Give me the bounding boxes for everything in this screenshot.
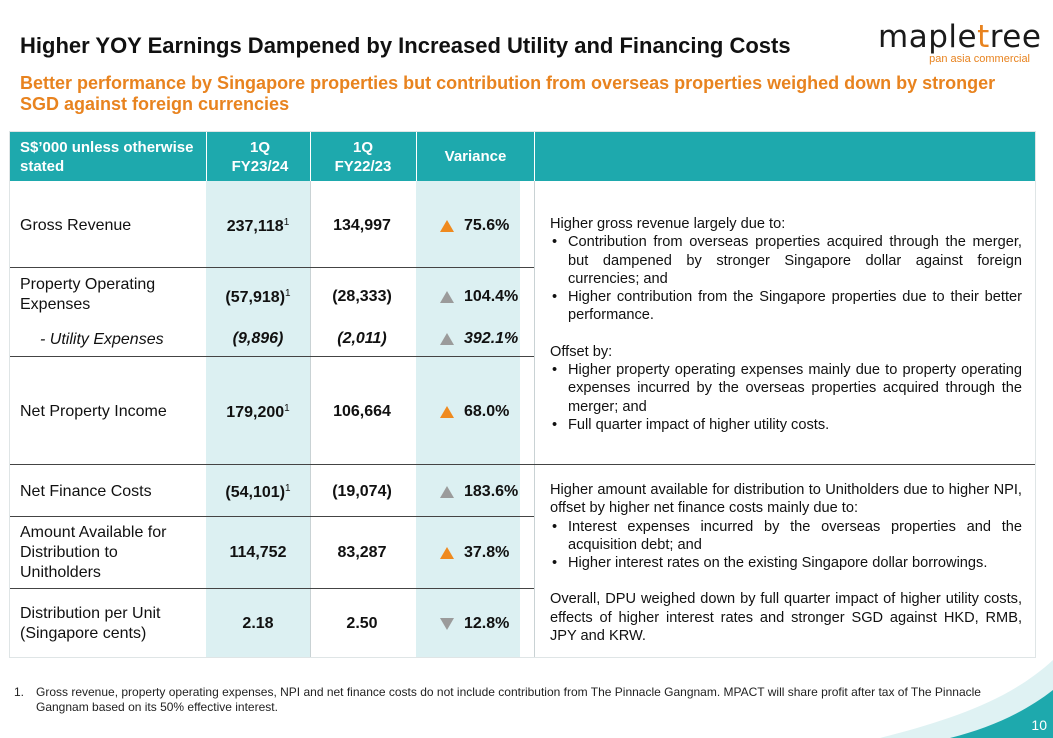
gross-revenue-prior: 134,997 [333, 217, 391, 234]
amount-available-variance: 37.8% [440, 544, 530, 562]
dpu-prior: 2.50 [346, 615, 378, 632]
header-current-period: 1Q FY23/24 [231, 138, 289, 175]
commentary-revenue: Higher gross revenue largely due to: Con… [550, 215, 1022, 435]
gross-revenue-variance: 75.6% [440, 217, 530, 235]
page-number: 10 [1031, 717, 1047, 733]
footnote: 1. Gross revenue, property operating exp… [14, 685, 981, 714]
finance-costs-variance: 183.6% [440, 483, 530, 501]
gross-revenue-current: 237,1181 [226, 217, 290, 235]
utility-expenses-prior: (2,011) [337, 330, 387, 347]
row-label-property-operating-expenses: Property Operating Expenses [20, 276, 156, 313]
amount-available-prior: 83,287 [337, 544, 387, 561]
up-arrow-icon [440, 220, 454, 232]
header-prior-period: 1Q FY22/23 [334, 138, 392, 175]
down-arrow-icon [440, 618, 454, 630]
row-label-utility-expenses: - Utility Expenses [40, 331, 164, 348]
amount-available-current: 114,752 [229, 544, 287, 561]
finance-costs-current: (54,101)1 [225, 483, 291, 501]
page-title: Higher YOY Earnings Dampened by Increase… [20, 33, 791, 58]
npi-current: 179,2001 [226, 403, 290, 421]
utility-expenses-variance: 392.1% [440, 330, 530, 348]
npi-variance: 68.0% [440, 403, 530, 421]
row-label-dpu: Distribution per Unit (Singapore cents) [20, 605, 161, 642]
property-opex-prior: (28,333) [332, 288, 392, 305]
commentary-distribution: Higher amount available for distribution… [550, 481, 1022, 645]
npi-prior: 106,664 [333, 403, 391, 420]
up-arrow-icon [440, 406, 454, 418]
up-arrow-icon [440, 547, 454, 559]
header-metric: S$’000 unless otherwise stated [20, 138, 194, 175]
property-opex-current: (57,918)1 [225, 288, 291, 306]
dpu-variance: 12.8% [440, 615, 530, 633]
up-arrow-icon [440, 333, 454, 345]
row-label-net-finance-costs: Net Finance Costs [20, 483, 152, 500]
header-variance: Variance [444, 148, 507, 165]
logo-tagline: pan asia commercial [929, 53, 1030, 65]
company-logo: mapletree pan asia commercial [878, 19, 1042, 66]
page-subtitle: Better performance by Singapore properti… [20, 73, 996, 114]
up-arrow-icon [440, 486, 454, 498]
current-column-shade [206, 181, 310, 657]
finance-costs-prior: (19,074) [332, 483, 392, 500]
dpu-current: 2.18 [242, 615, 274, 632]
table-header [10, 132, 1035, 181]
up-arrow-icon [440, 291, 454, 303]
row-label-gross-revenue: Gross Revenue [20, 217, 132, 234]
logo-wordmark: mapletree [878, 19, 1042, 55]
row-label-amount-available: Amount Available for Distribution to Uni… [20, 524, 167, 581]
financial-results-table: S$’000 unless otherwise stated 1Q FY23/2… [9, 131, 1036, 658]
variance-column-shade [416, 181, 520, 657]
row-label-net-property-income: Net Property Income [20, 403, 167, 420]
property-opex-variance: 104.4% [440, 288, 530, 306]
utility-expenses-current: (9,896) [232, 330, 284, 347]
